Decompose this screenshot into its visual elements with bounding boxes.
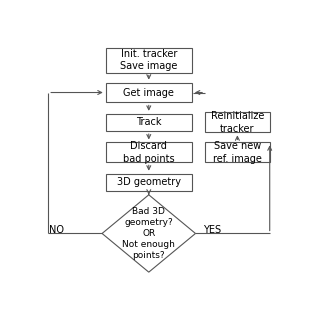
Text: Bad 3D
geometry?
OR
Not enough
points?: Bad 3D geometry? OR Not enough points? [122,207,175,260]
FancyBboxPatch shape [205,112,270,133]
Polygon shape [102,195,196,272]
Text: 3D geometry: 3D geometry [117,177,181,187]
FancyBboxPatch shape [205,143,270,162]
Text: NO: NO [49,225,64,235]
Text: Reinitialize
tracker: Reinitialize tracker [211,111,264,134]
Text: Save new
ref. image: Save new ref. image [213,141,262,164]
Text: Track: Track [136,118,162,127]
FancyBboxPatch shape [106,48,192,73]
FancyBboxPatch shape [106,174,192,191]
FancyBboxPatch shape [106,114,192,131]
FancyBboxPatch shape [106,143,192,162]
Text: Get image: Get image [123,87,174,98]
Text: Init. tracker
Save image: Init. tracker Save image [120,49,177,71]
Text: Discard
bad points: Discard bad points [123,141,175,164]
FancyBboxPatch shape [106,83,192,102]
Text: YES: YES [203,225,221,235]
